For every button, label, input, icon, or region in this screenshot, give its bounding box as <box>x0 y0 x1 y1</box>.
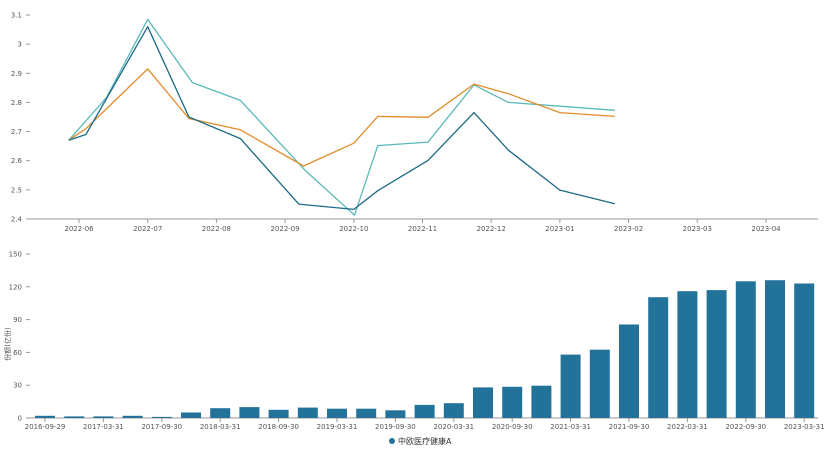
x-tick-label: 2023-03-31 <box>784 423 825 431</box>
legend-label: 中欧医疗健康A <box>398 436 452 446</box>
y-axis-label: 份额(亿份) <box>3 327 12 361</box>
x-tick-label: 2023-02 <box>614 225 643 233</box>
x-tick-label: 2022-08 <box>202 225 231 233</box>
legend-marker <box>389 438 395 444</box>
bar-2019-03-31[interactable] <box>327 408 347 418</box>
series-lines <box>68 18 616 216</box>
x-tick-label: 2022-03-31 <box>667 423 708 431</box>
bar-2021-12-31[interactable] <box>648 297 669 418</box>
x-tick-label: 2022-06 <box>64 225 94 233</box>
x-tick-label: 2022-09 <box>270 225 299 233</box>
x-tick-label: 2023-01 <box>545 225 574 233</box>
x-tick-label: 2017-03-31 <box>83 423 124 431</box>
x-tick-label: 2018-09-30 <box>258 423 299 431</box>
y-tick-label: 150 <box>9 251 22 259</box>
x-tick-label: 2020-03-31 <box>433 423 474 431</box>
y-tick-label: 0 <box>18 415 22 423</box>
x-tick-label: 2021-03-31 <box>550 423 591 431</box>
y-tick-label: 2.9 <box>11 70 22 78</box>
y-tick-label: 2.5 <box>11 186 22 194</box>
bar-2022-06-30[interactable] <box>706 290 727 418</box>
bar-2021-09-30[interactable] <box>619 324 639 419</box>
y-tick-label: 3 <box>18 41 22 49</box>
bar-2017-12-31[interactable] <box>181 412 201 419</box>
bar-2020-12-31[interactable] <box>531 385 552 418</box>
bar-2022-09-30[interactable] <box>735 281 756 418</box>
bar-2020-03-31[interactable] <box>443 403 464 418</box>
bar-2018-12-31[interactable] <box>297 407 318 418</box>
bar-2019-06-30[interactable] <box>356 408 377 418</box>
series-line-1 <box>68 18 615 216</box>
bar-2021-03-31[interactable] <box>560 354 581 418</box>
y-tick-label: 120 <box>9 283 22 291</box>
x-tick-label: 2022-07 <box>133 225 162 233</box>
x-axis-ticks: 2022-06 2022-07 2022-08 2022-09 2022-10 2022-… <box>64 219 781 233</box>
y-axis-ticks: 2.4 2.5 2.6 2.7 2.8 2.9 3 3.1 <box>11 12 30 224</box>
x-tick-label: 2023-03 <box>683 225 712 233</box>
share-bar-chart: 份额(亿份) 0 30 60 90 120 150 2016-09-29 2017-03-3… <box>3 251 825 447</box>
x-tick-label: 2020-09-30 <box>492 423 533 431</box>
y-tick-label: 2.7 <box>11 128 22 136</box>
x-tick-label: 2019-09-30 <box>375 423 416 431</box>
y-tick-label: 2.8 <box>11 99 22 107</box>
bar-2016-12-31[interactable] <box>64 416 85 418</box>
y-tick-label: 3.1 <box>11 12 22 20</box>
nav-line-chart: 2.42.52.62.72.82.933.1 2022-06 2022-07 202… <box>11 12 818 233</box>
x-tick-label: 2019-03-31 <box>317 423 358 431</box>
bar-2018-03-31[interactable] <box>210 408 231 418</box>
bar-2022-03-31[interactable] <box>677 291 698 418</box>
x-tick-label: 2022-11 <box>408 225 437 233</box>
bar-2021-06-30[interactable] <box>589 349 610 418</box>
x-tick-label: 2018-03-31 <box>200 423 241 431</box>
x-tick-label: 2021-09-30 <box>609 423 650 431</box>
bar-2017-03-31[interactable] <box>93 416 114 418</box>
bar-2018-06-30[interactable] <box>239 407 260 418</box>
x-tick-label: 2016-09-29 <box>25 423 66 431</box>
bar-2019-12-31[interactable] <box>414 404 435 418</box>
bar-2016-09-29[interactable] <box>35 415 55 418</box>
y-tick-label: 2.4 <box>11 216 23 224</box>
x-tick-label: 2023-04 <box>751 225 781 233</box>
y-tick-label: 2.6 <box>11 157 23 165</box>
bar-2017-09-30[interactable] <box>151 416 172 418</box>
y-tick-label: 90 <box>13 316 22 324</box>
bar-2019-09-30[interactable] <box>385 410 406 418</box>
bars <box>35 280 815 419</box>
series-line-3 <box>68 26 616 211</box>
y-axis-ticks: 0 30 60 90 120 150 <box>9 251 30 423</box>
x-tick-label: 2022-12 <box>477 225 506 233</box>
bar-2020-06-30[interactable] <box>473 387 493 418</box>
bar-2018-09-30[interactable] <box>268 409 289 418</box>
bar-2022-12-31[interactable] <box>765 280 785 418</box>
series-line-2 <box>68 68 615 167</box>
x-tick-label: 2022-10 <box>339 225 368 233</box>
x-tick-label: 2022-09-30 <box>725 423 766 431</box>
y-tick-label: 60 <box>13 349 22 357</box>
y-tick-label: 30 <box>13 382 22 390</box>
x-tick-label: 2017-09-30 <box>141 423 182 431</box>
bar-2017-06-30[interactable] <box>122 415 143 418</box>
x-axis-ticks: 2016-09-29 2017-03-31 2017-09-30 2018-03-31… <box>25 418 825 431</box>
bar-2023-03-31[interactable] <box>794 283 815 419</box>
bar-2020-09-30[interactable] <box>502 386 523 418</box>
legend[interactable]: 中欧医疗健康A <box>389 436 452 446</box>
